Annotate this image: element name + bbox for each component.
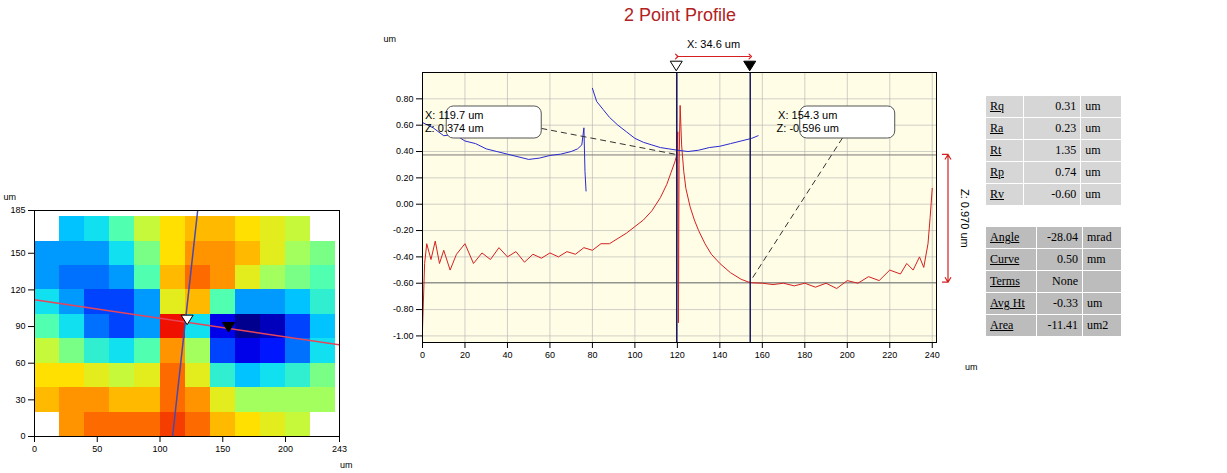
svg-text:um: um bbox=[340, 460, 353, 470]
svg-text:200: 200 bbox=[840, 350, 855, 360]
svg-text:-0.60: -0.60 bbox=[393, 278, 414, 288]
svg-text:20: 20 bbox=[460, 350, 470, 360]
html-text:0.50: 0.50 bbox=[1057, 252, 1078, 266]
svg-text:180: 180 bbox=[797, 350, 812, 360]
html-text:mm: mm bbox=[1087, 252, 1106, 266]
html-text:0.31: 0.31 bbox=[1055, 99, 1077, 113]
html-text:Rt: Rt bbox=[990, 143, 1002, 157]
svg-text:um: um bbox=[4, 192, 17, 202]
html-text:0.23: 0.23 bbox=[1055, 121, 1077, 135]
html-text:Terms: Terms bbox=[990, 274, 1020, 288]
html-text:um: um bbox=[1087, 296, 1103, 310]
svg-text:120: 120 bbox=[670, 350, 685, 360]
svg-text:X: 34.6 um: X: 34.6 um bbox=[687, 38, 740, 50]
html-text:-0.60: -0.60 bbox=[1051, 187, 1077, 201]
svg-text:-0.80: -0.80 bbox=[393, 304, 414, 314]
svg-text:140: 140 bbox=[712, 350, 727, 360]
svg-text:185: 185 bbox=[10, 205, 25, 215]
svg-text:Z: 0.970 um: Z: 0.970 um bbox=[959, 189, 971, 248]
svg-text:40: 40 bbox=[502, 350, 512, 360]
svg-text:-1.00: -1.00 bbox=[393, 331, 414, 341]
svg-text:80: 80 bbox=[587, 350, 597, 360]
svg-text:0: 0 bbox=[20, 431, 25, 441]
html-text:0.74: 0.74 bbox=[1055, 165, 1077, 179]
html-text:um: um bbox=[1085, 187, 1101, 201]
svg-text:100: 100 bbox=[627, 350, 642, 360]
svg-text:-0.40: -0.40 bbox=[393, 252, 414, 262]
html-text:Angle: Angle bbox=[990, 230, 1020, 244]
svg-text:240: 240 bbox=[925, 350, 940, 360]
svg-text:200: 200 bbox=[278, 444, 293, 454]
svg-text:150: 150 bbox=[215, 444, 230, 454]
html-text:-0.33: -0.33 bbox=[1053, 296, 1078, 310]
html-text:um: um bbox=[1085, 121, 1101, 135]
svg-text:0.60: 0.60 bbox=[396, 120, 414, 130]
html-text:um: um bbox=[1085, 165, 1101, 179]
html-text:um: um bbox=[1085, 143, 1101, 157]
svg-text:X: 154.3 umZ: -0.596 um: X: 154.3 umZ: -0.596 um bbox=[777, 109, 839, 134]
html-text:2 Point Profile: 2 Point Profile bbox=[624, 5, 736, 25]
svg-text:150: 150 bbox=[10, 248, 25, 258]
svg-text:220: 220 bbox=[882, 350, 897, 360]
html-text:Rv: Rv bbox=[990, 187, 1004, 201]
html-text:mrad: mrad bbox=[1087, 230, 1112, 244]
svg-text:50: 50 bbox=[92, 444, 102, 454]
svg-text:60: 60 bbox=[545, 350, 555, 360]
svg-text:0: 0 bbox=[420, 350, 425, 360]
svg-text:90: 90 bbox=[15, 321, 25, 331]
html-text:Rq: Rq bbox=[990, 99, 1004, 113]
html-text:Avg Ht: Avg Ht bbox=[990, 296, 1025, 310]
svg-text:100: 100 bbox=[152, 444, 167, 454]
svg-text:0.80: 0.80 bbox=[396, 94, 414, 104]
svg-text:X: 119.7 umZ: 0.374 um: X: 119.7 umZ: 0.374 um bbox=[425, 109, 484, 134]
html-text:-11.41: -11.41 bbox=[1047, 318, 1078, 332]
html-text:Rp: Rp bbox=[990, 165, 1004, 179]
svg-text:160: 160 bbox=[755, 350, 770, 360]
svg-text:um: um bbox=[384, 34, 397, 44]
svg-text:0.40: 0.40 bbox=[396, 146, 414, 156]
svg-text:30: 30 bbox=[15, 395, 25, 405]
svg-text:243: 243 bbox=[332, 444, 347, 454]
svg-text:120: 120 bbox=[10, 285, 25, 295]
svg-text:-0.20: -0.20 bbox=[393, 225, 414, 235]
svg-text:0.00: 0.00 bbox=[396, 199, 414, 209]
html-text:um: um bbox=[1085, 99, 1101, 113]
html-text:Curve: Curve bbox=[990, 252, 1020, 266]
html-text:-28.04: -28.04 bbox=[1047, 230, 1078, 244]
html-text:1.35: 1.35 bbox=[1055, 143, 1077, 157]
html-text:Area: Area bbox=[990, 318, 1014, 332]
html-text:None: None bbox=[1052, 274, 1078, 288]
html-text:Ra: Ra bbox=[990, 121, 1004, 135]
html-text:um2: um2 bbox=[1087, 318, 1109, 332]
svg-text:60: 60 bbox=[15, 358, 25, 368]
svg-text:0: 0 bbox=[32, 444, 37, 454]
svg-text:0.20: 0.20 bbox=[396, 173, 414, 183]
svg-text:um: um bbox=[965, 362, 978, 372]
